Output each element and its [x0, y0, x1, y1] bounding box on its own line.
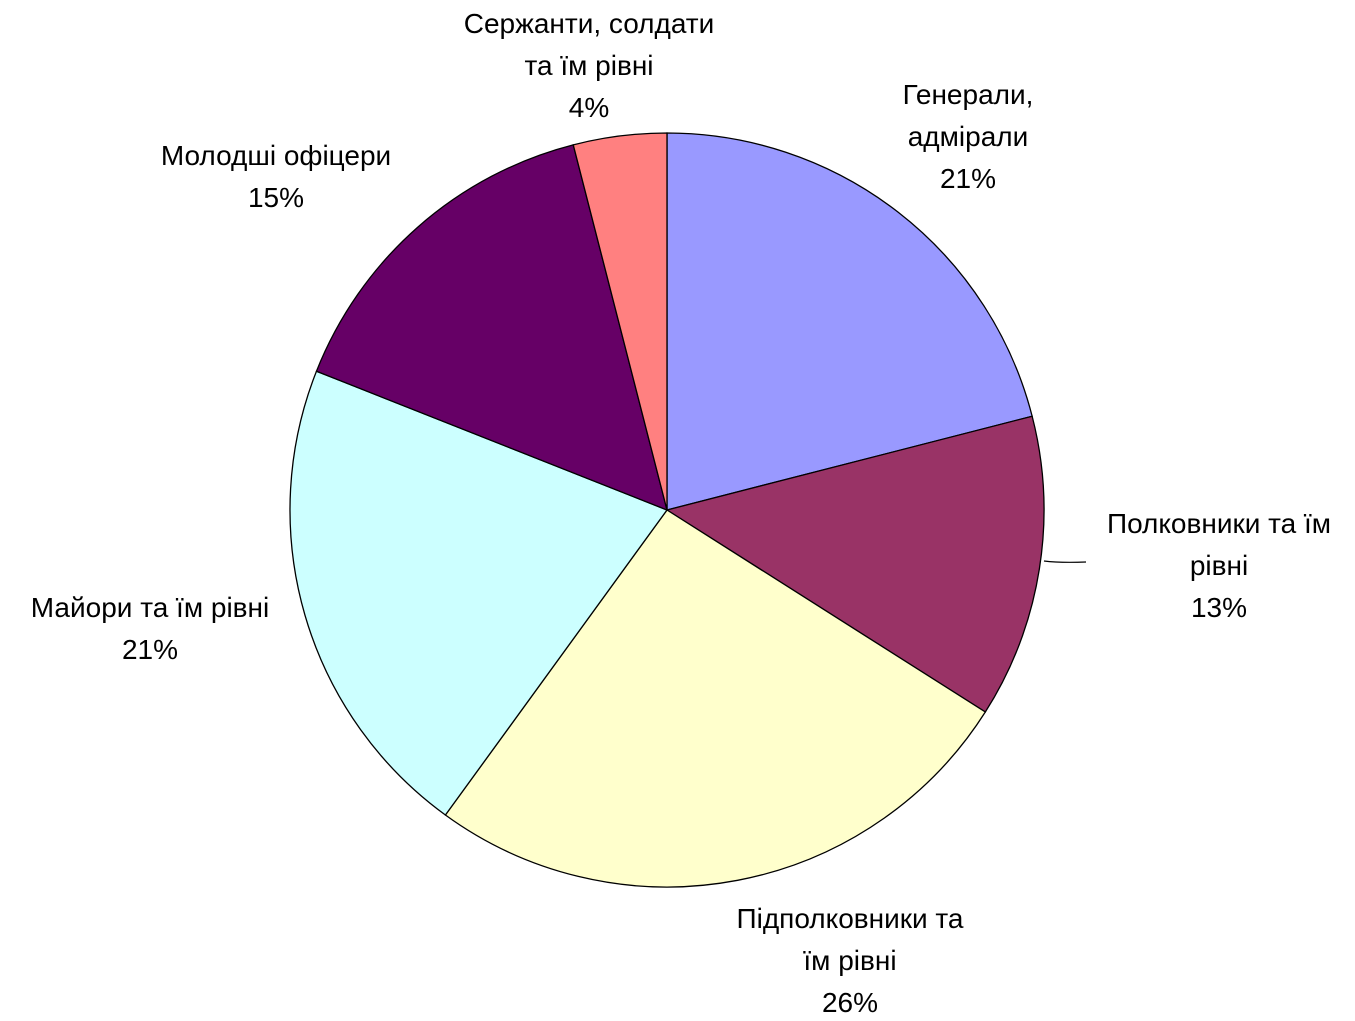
slice-label-5: Сержанти, солдати та їм рівні 4% — [464, 8, 715, 123]
slice-label-2: Підполковники та їм рівні 26% — [736, 903, 963, 1018]
pie-slice-2 — [444, 509, 987, 888]
pie-slice-5 — [572, 132, 668, 511]
label-leader-lines — [1043, 560, 1087, 563]
slice-label-1: Полковники та їм рівні 13% — [1107, 508, 1331, 623]
slice-label-4: Молодші офіцери 15% — [161, 140, 391, 213]
pie-slices — [289, 132, 1045, 888]
pie-slice-1 — [665, 415, 1045, 713]
slice-label-0: Генерали, адмірали 21% — [903, 79, 1034, 194]
pie-slice-4 — [315, 144, 668, 512]
pie-slice-0 — [666, 132, 1033, 511]
pie-labels: Генерали, адмірали 21% Полковники та їм рівн… — [31, 8, 1331, 1018]
pie-slice-3 — [289, 370, 669, 816]
leader-line-1 — [1043, 560, 1087, 563]
slice-label-3: Майори та їм рівні 21% — [31, 592, 269, 665]
